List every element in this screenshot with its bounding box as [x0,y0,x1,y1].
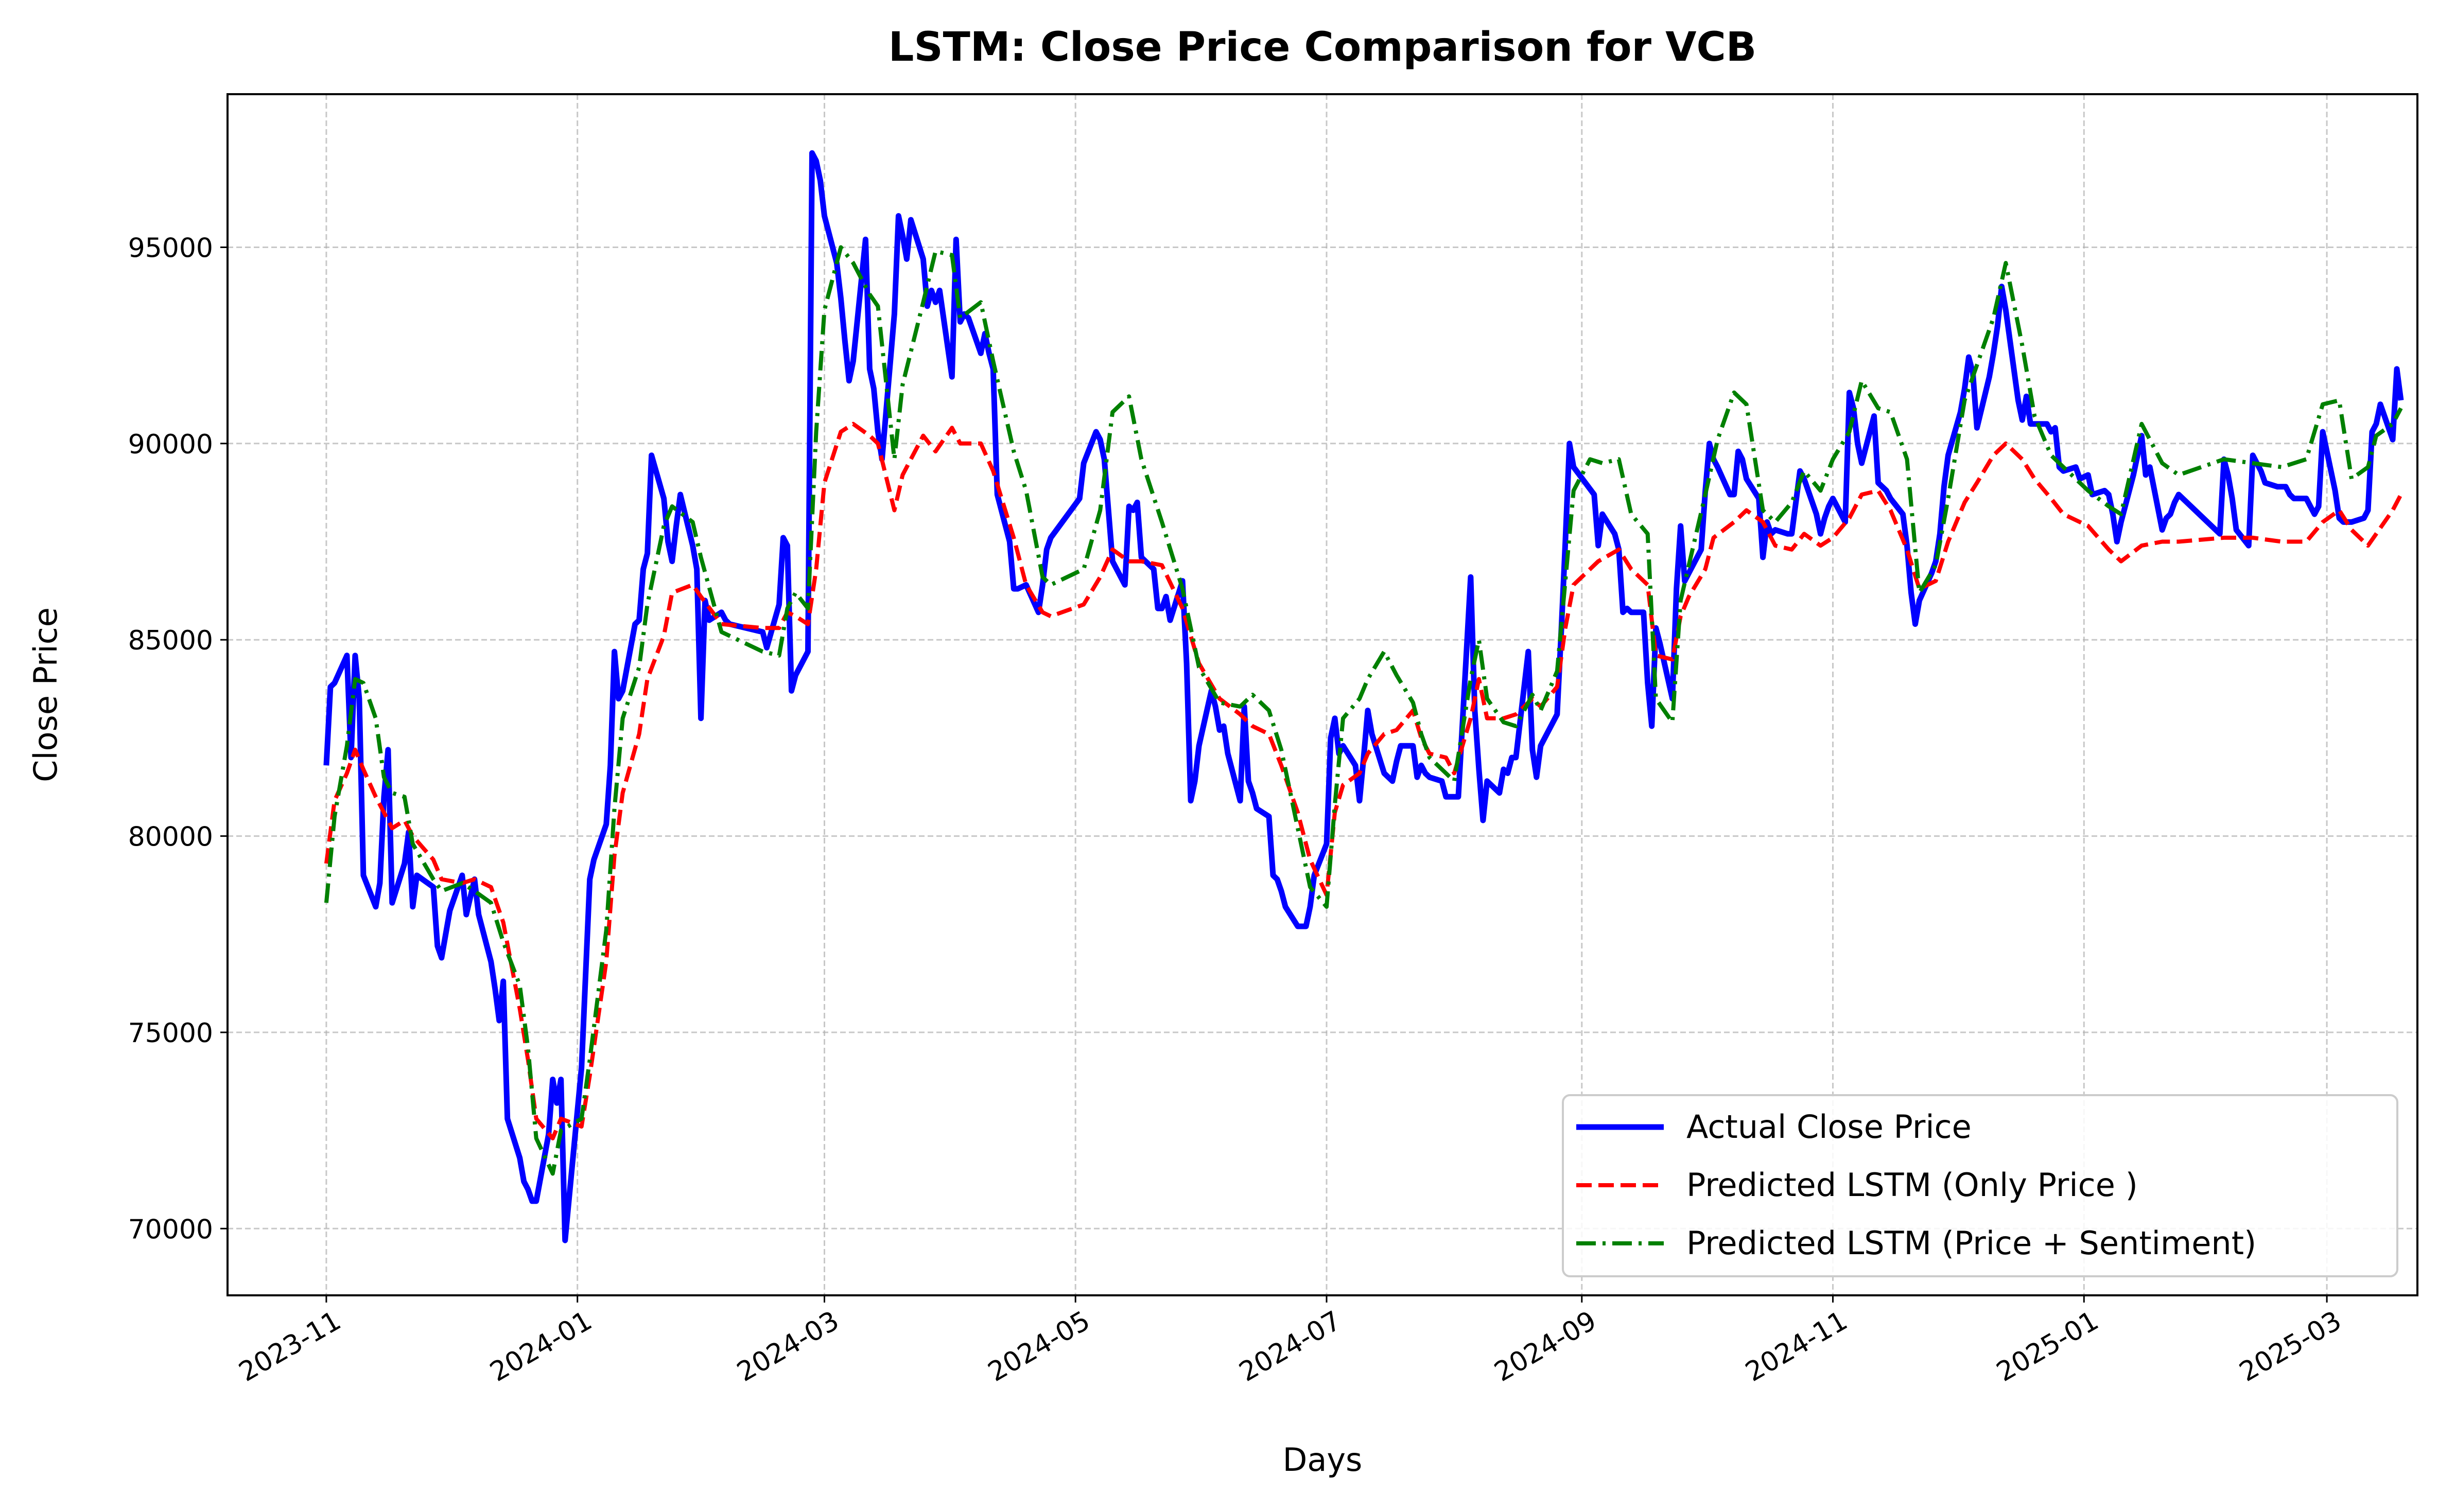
plot-frame [227,93,2418,1296]
y-axis-label: Close Price [27,607,64,782]
legend-label-only-price: Predicted LSTM (Only Price ) [1686,1166,2138,1204]
series-lines [323,150,2404,1243]
legend: Actual Close Price Predicted LSTM (Only … [1562,1094,2398,1277]
series-line-predicted-lstm-price-sentiment [324,245,2403,1176]
y-tick-label: 85000 [128,625,213,656]
legend-label-price-sentiment: Predicted LSTM (Price + Sentiment) [1686,1224,2256,1262]
y-tick-label: 70000 [128,1214,213,1245]
y-tick-label: 95000 [128,233,213,264]
series-line-actual-close-price [323,150,2404,1243]
x-axis-label: Days [1283,1441,1363,1479]
y-tick-label: 80000 [128,822,213,853]
y-tick-label: 90000 [128,429,213,460]
chart-title: LSTM: Close Price Comparison for VCB [889,24,1756,71]
series-line-predicted-lstm-only-price [324,421,2403,1140]
y-tick-label: 75000 [128,1018,213,1049]
legend-box [1562,1094,2398,1277]
legend-label-actual: Actual Close Price [1686,1108,1972,1146]
